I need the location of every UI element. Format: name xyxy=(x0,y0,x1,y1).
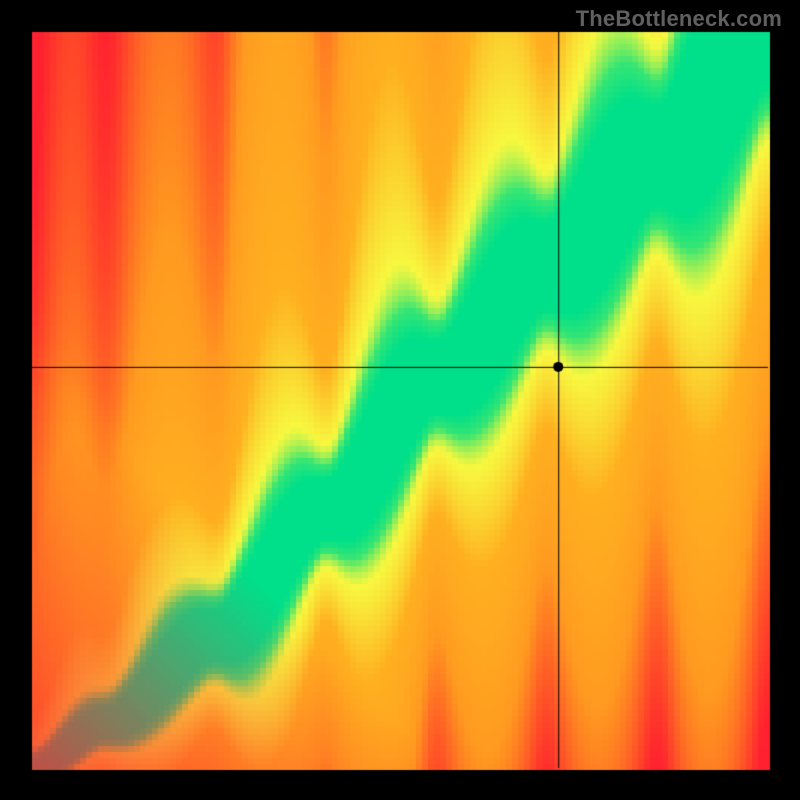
watermark-text: TheBottleneck.com xyxy=(576,6,782,32)
chart-container: TheBottleneck.com xyxy=(0,0,800,800)
bottleneck-heatmap xyxy=(0,0,800,800)
